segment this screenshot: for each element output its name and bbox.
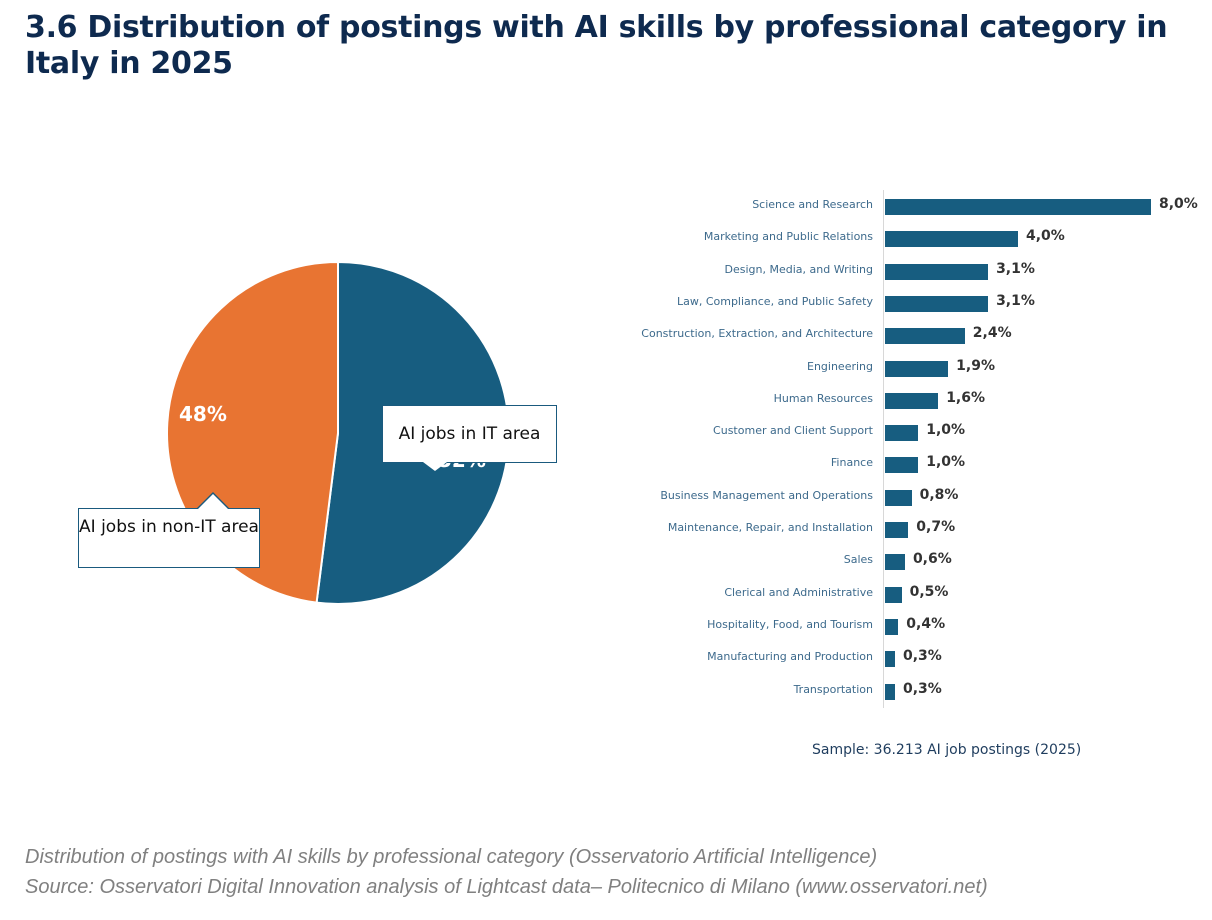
bar-category-label: Construction, Extraction, and Architectu… (641, 327, 873, 341)
caption-line-1: Distribution of postings with AI skills … (25, 846, 878, 868)
bar-value-label: 8,0% (1159, 196, 1198, 212)
bar-row: Engineering 1,9% (620, 352, 1210, 384)
bar (885, 295, 989, 312)
bar-category-label: Sales (843, 553, 873, 567)
bar-row: Maintenance, Repair, and Installation 0,7… (620, 513, 1210, 545)
bar-category-label: Engineering (807, 359, 873, 373)
bar (885, 199, 1151, 215)
bar-value-label: 0,8% (919, 486, 959, 503)
bar-category-label: Design, Media, and Writing (724, 262, 873, 276)
bar-category-label: Manufacturing and Production (707, 650, 873, 664)
callout-it-text: AI jobs in IT area (398, 424, 541, 444)
bar-value-label: 1,6% (946, 389, 986, 406)
bar-row: Science and Research 8,0% (620, 190, 1210, 222)
callout-it-area: AI jobs in IT area (382, 405, 557, 471)
bar (885, 231, 1018, 248)
bar-row: Clerical and Administrative 0,5% (620, 578, 1210, 610)
bar-row: Finance 1,0% (620, 448, 1210, 480)
bar (885, 554, 905, 571)
bar-category-label: Customer and Client Support (713, 424, 873, 438)
bar (885, 522, 909, 538)
bar (885, 263, 989, 280)
bar-value-label: 2,4% (972, 325, 1012, 342)
bar-category-label: Science and Research (752, 198, 873, 211)
bar-row: Design, Media, and Writing 3,1% (620, 255, 1210, 287)
chart-title: 3.6 Distribution of postings with AI ski… (25, 10, 1168, 81)
bar (885, 457, 919, 474)
bar-row: Customer and Client Support 1,0% (620, 416, 1210, 448)
bar (885, 328, 965, 345)
bar (885, 618, 899, 635)
bar-row: Marketing and Public Relations 4,0% (620, 222, 1210, 254)
bar-category-label: Transportation (793, 682, 873, 696)
bar-value-label: 0,7% (916, 519, 956, 535)
bar-value-label: 1,0% (926, 422, 966, 439)
bar-row: Construction, Extraction, and Architectu… (620, 319, 1210, 351)
bar-value-label: 0,6% (912, 551, 952, 568)
bar (885, 360, 949, 377)
bar-value-label: 0,5% (909, 583, 949, 600)
bar-row: Transportation 0,3% (620, 675, 1210, 707)
callout-pointer (196, 492, 230, 509)
bar-row: Human Resources 1,6% (620, 384, 1210, 416)
bar-row: Business Management and Operations 0,8% (620, 481, 1210, 513)
bar-category-label: Marketing and Public Relations (703, 230, 873, 244)
bar-category-label: Human Resources (773, 391, 873, 405)
callout-non-it-area: AI jobs in non-IT area (78, 492, 260, 568)
bar-row: Law, Compliance, and Public Safety 3,1% (620, 287, 1210, 319)
bar-category-label: Maintenance, Repair, and Installation (667, 521, 873, 534)
bar-category-label: Law, Compliance, and Public Safety (676, 294, 873, 308)
bar-axis-line (883, 190, 884, 708)
bar-category-label: Clerical and Administrative (724, 585, 873, 599)
bar (885, 586, 902, 603)
bar (885, 425, 919, 442)
sample-note: Sample: 36.213 AI job postings (2025) (812, 742, 1082, 758)
bar (885, 489, 912, 506)
bar (885, 392, 939, 409)
bar-category-label: Hospitality, Food, and Tourism (707, 617, 873, 631)
bar-value-label: 0,3% (902, 680, 942, 697)
callout-pointer (423, 462, 447, 471)
bar (885, 651, 895, 668)
bar-value-label: 3,1% (996, 260, 1035, 277)
bar-category-label: Finance (830, 456, 873, 470)
bar-row: Manufacturing and Production 0,3% (620, 642, 1210, 674)
bar-value-label: 4,0% (1026, 228, 1065, 245)
pie-label-non-it-pct: 48% (179, 402, 227, 426)
bar-value-label: 0,4% (906, 615, 946, 632)
bar-row: Hospitality, Food, and Tourism 0,4% (620, 610, 1210, 642)
bar (885, 683, 895, 700)
callout-non-it-text: AI jobs in non-IT area (79, 517, 259, 537)
bar-value-label: 1,0% (926, 454, 966, 471)
bar-value-label: 1,9% (956, 357, 995, 374)
bar-value-label: 3,1% (996, 292, 1035, 309)
bar-row: Sales 0,6% (620, 545, 1210, 577)
bar-category-label: Business Management and Operations (660, 488, 873, 502)
bar-value-label: 0,3% (902, 648, 942, 665)
caption-line-2: Source: Osservatori Digital Innovation a… (25, 876, 988, 898)
